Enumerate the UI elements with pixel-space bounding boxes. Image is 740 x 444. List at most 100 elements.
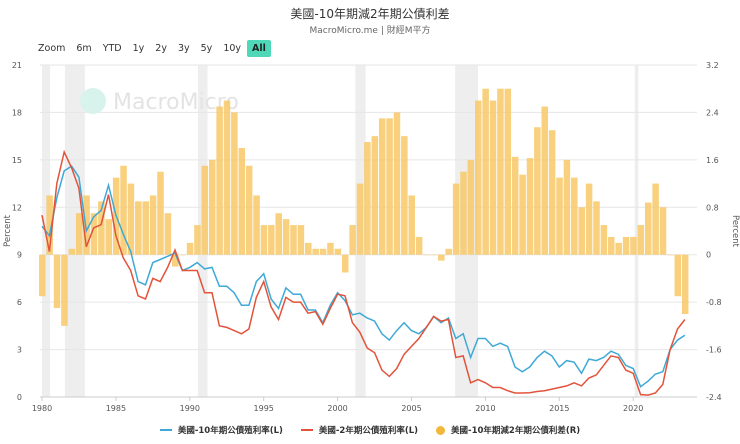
spread-bar (216, 106, 223, 255)
spread-bar (652, 183, 659, 255)
spread-bar (637, 225, 645, 255)
spread-bar (674, 254, 682, 297)
spread-bar (475, 100, 482, 255)
spread-bar (98, 201, 105, 255)
spread-bar (223, 100, 231, 255)
spread-bar (644, 202, 652, 255)
spread-bar (275, 213, 282, 255)
range-button-1y[interactable]: 1y (132, 43, 145, 54)
spread-bar (120, 165, 127, 255)
spread-bar (105, 219, 113, 255)
spread-bar (371, 136, 379, 255)
spread-bar (90, 213, 98, 255)
legend-line-icon (300, 429, 313, 431)
watermark-logo-icon (80, 88, 106, 114)
legend-item-10y[interactable]: 美國-10年期公債殖利率(L) (159, 424, 283, 436)
spread-bar (356, 183, 364, 255)
spread-bar (445, 248, 452, 255)
range-button-5y[interactable]: 5y (200, 43, 213, 54)
range-selector: Zoom 6m YTD 1y 2y 3y 5y 10y All (33, 40, 272, 57)
spread-bar (290, 225, 297, 255)
spread-bar (135, 201, 142, 255)
spread-bar (319, 248, 327, 255)
recession-band (634, 65, 639, 397)
spread-bar (622, 236, 630, 255)
x-tick-label: 1990 (180, 404, 200, 413)
legend: 美國-10年期公債殖利率(L) 美國-2年期公債殖利率(L) 美國-10年期減2… (0, 424, 740, 436)
spread-bar (172, 254, 179, 267)
y-left-tick-label: 0 (17, 393, 22, 402)
spread-bar (460, 171, 467, 255)
legend-label: 美國-10年期公債殖利率(L) (177, 426, 283, 436)
spread-bar (349, 225, 356, 255)
spread-bar (378, 118, 386, 255)
spread-bar (615, 242, 622, 255)
spread-bar (127, 183, 135, 255)
spread-bar (142, 201, 149, 255)
legend-item-2y[interactable]: 美國-2年期公債殖利率(L) (300, 424, 418, 436)
spread-bar (526, 158, 534, 255)
spread-bar (194, 225, 201, 255)
y-left-tick-label: 12 (12, 203, 22, 212)
spread-bar (504, 88, 512, 255)
y-right-tick-label: 0.8 (706, 203, 719, 212)
spread-bar (149, 195, 157, 255)
y-right-tick-label: 0 (706, 251, 711, 260)
spread-bar (164, 213, 172, 255)
chart-title: 美國-10年期減2年期公債利差 (290, 7, 450, 21)
spread-bar (334, 248, 342, 255)
spread-bar (46, 195, 53, 255)
x-tick-label: 2010 (475, 404, 495, 413)
legend-line-icon (159, 429, 172, 431)
spread-bar (519, 174, 526, 255)
y-right-tick-label: -2.4 (706, 393, 722, 402)
zoom-label: Zoom (38, 43, 66, 54)
spread-bar (179, 254, 186, 256)
spread-bar (208, 159, 216, 255)
spread-bar (467, 159, 475, 255)
spread-bar (482, 88, 489, 255)
spread-bar (585, 183, 593, 255)
spread-bar (245, 165, 253, 255)
spread-bar (556, 177, 563, 255)
range-button-3y[interactable]: 3y (177, 43, 190, 54)
spread-bar (341, 254, 349, 273)
spread-bar (497, 88, 504, 255)
y-left-tick-label: 3 (17, 346, 22, 355)
spread-bar (608, 236, 615, 255)
ten-year-yield-line (41, 165, 686, 388)
recession-band (64, 65, 85, 397)
spread-bar (571, 177, 578, 255)
legend-dot-icon (436, 425, 446, 435)
x-tick-label: 2015 (549, 404, 569, 413)
range-button-all[interactable]: All (247, 40, 271, 57)
range-button-6m[interactable]: 6m (76, 43, 92, 54)
x-tick-label: 2000 (327, 404, 347, 413)
spread-bar (593, 201, 600, 255)
spread-bar (260, 225, 268, 255)
spread-bar (53, 254, 61, 309)
spread-bar (186, 242, 194, 255)
y-right-tick-label: 3.2 (706, 61, 719, 70)
spread-bar (61, 254, 68, 326)
y-right-tick-label: -0.8 (706, 298, 722, 307)
spread-bar (511, 156, 519, 255)
spread-bar (438, 254, 445, 261)
spread-bar (452, 183, 460, 255)
range-button-2y[interactable]: 2y (155, 43, 167, 54)
y-left-tick-label: 6 (17, 298, 22, 307)
spread-bar (253, 195, 260, 255)
x-tick-label: 1985 (106, 404, 126, 413)
legend-item-spread[interactable]: 美國-10年期減2年期公債利差(R) (436, 424, 580, 436)
range-button-10y[interactable]: 10y (223, 43, 242, 54)
range-button-ytd[interactable]: YTD (102, 43, 122, 54)
y-right-axis-label: Percent (730, 215, 740, 248)
y-right-tick-label: -1.6 (706, 346, 722, 355)
y-left-tick-label: 18 (12, 108, 22, 117)
spread-bar (534, 127, 541, 255)
y-left-tick-label: 21 (12, 61, 22, 70)
spread-bar (541, 106, 549, 255)
spread-bar (327, 242, 334, 255)
spread-bar (297, 225, 305, 255)
